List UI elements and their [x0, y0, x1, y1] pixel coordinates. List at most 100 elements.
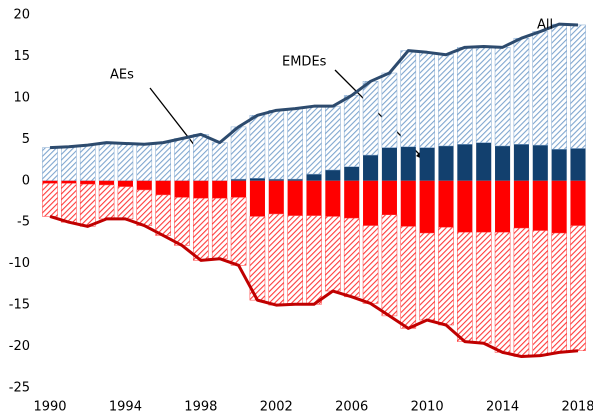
bar: [343, 217, 360, 298]
bar: [174, 197, 190, 246]
bar: [230, 197, 247, 266]
x-tick-label: 2002: [260, 400, 293, 415]
bar: [419, 52, 435, 148]
y-tick-label: -20: [9, 339, 30, 354]
bar: [268, 180, 284, 214]
bar: [99, 180, 115, 185]
bar: [231, 179, 247, 181]
bar: [268, 213, 285, 306]
bar: [287, 215, 303, 305]
bar: [306, 215, 322, 305]
bar: [457, 180, 473, 233]
bar: [532, 180, 548, 231]
bar: [381, 214, 398, 317]
bar: [42, 183, 58, 217]
bar: [438, 180, 454, 228]
bar: [363, 180, 379, 226]
bar: [98, 142, 115, 182]
bar: [532, 145, 548, 181]
bar: [61, 146, 77, 182]
y-tick-label: -5: [17, 215, 30, 230]
bar: [136, 180, 152, 190]
bar: [98, 184, 115, 220]
bar: [268, 110, 285, 180]
bar: [362, 225, 379, 304]
bar: [532, 230, 549, 356]
y-tick-label: 10: [13, 90, 30, 105]
bar: [570, 180, 586, 226]
annotation: AEs: [110, 68, 134, 83]
bar: [230, 126, 247, 180]
bar: [249, 178, 265, 181]
bar: [193, 134, 209, 182]
total-line: [49, 214, 579, 359]
bar: [419, 232, 435, 321]
bar: [362, 81, 379, 156]
bar: [513, 37, 530, 145]
bar: [231, 180, 247, 198]
bar: [570, 24, 586, 149]
bar: [42, 180, 58, 184]
bar: [306, 180, 322, 216]
bar: [212, 180, 228, 199]
bar: [268, 179, 284, 181]
bar: [80, 180, 96, 185]
bar: [155, 142, 171, 182]
x-tick-label: 2014: [486, 400, 519, 415]
bar: [476, 180, 492, 233]
bar: [457, 47, 473, 145]
x-tick-label: 2006: [335, 400, 368, 415]
bar: [381, 147, 397, 181]
bar: [551, 232, 567, 353]
x-tick-label: 1990: [33, 400, 66, 415]
bar: [343, 95, 360, 167]
bar: [457, 231, 473, 342]
bar: [136, 144, 153, 182]
y-tick-label: -25: [9, 381, 30, 396]
y-tick-label: 20: [13, 8, 30, 23]
bar: [363, 155, 379, 181]
bar: [42, 147, 58, 182]
bar: [155, 194, 171, 236]
annotation: EMDEs: [282, 55, 327, 70]
bar: [551, 23, 567, 150]
bar: [79, 183, 96, 227]
bar: [79, 144, 96, 182]
bar: [211, 142, 228, 182]
bar: [193, 180, 209, 199]
bar: [325, 170, 341, 181]
annotation: All: [537, 18, 553, 33]
bar: [193, 197, 209, 261]
x-tick-label: 1998: [184, 400, 217, 415]
bar: [325, 216, 341, 292]
bar: [344, 180, 360, 219]
bar: [381, 180, 397, 215]
bar: [61, 183, 77, 223]
bar: [117, 143, 134, 182]
bar: [513, 227, 530, 357]
bar: [287, 179, 303, 181]
bar: [136, 189, 153, 226]
bar: [494, 47, 511, 147]
bar: [457, 144, 473, 181]
bar: [400, 180, 416, 227]
bar: [438, 226, 454, 326]
bar: [117, 180, 133, 187]
bar: [476, 142, 492, 181]
bar: [287, 180, 303, 216]
bar: [495, 180, 511, 233]
bar: [325, 105, 341, 171]
bar: [475, 231, 492, 344]
bar: [438, 54, 454, 147]
bar: [438, 145, 454, 181]
total-line: [49, 22, 579, 150]
bar: [570, 148, 586, 181]
bar: [400, 146, 416, 181]
bar: [513, 144, 529, 181]
x-tick-label: 2018: [561, 400, 593, 415]
bar: [174, 180, 190, 198]
bar: [306, 105, 322, 175]
y-tick-label: 5: [22, 132, 30, 147]
bar: [287, 108, 303, 180]
bar: [400, 226, 417, 329]
